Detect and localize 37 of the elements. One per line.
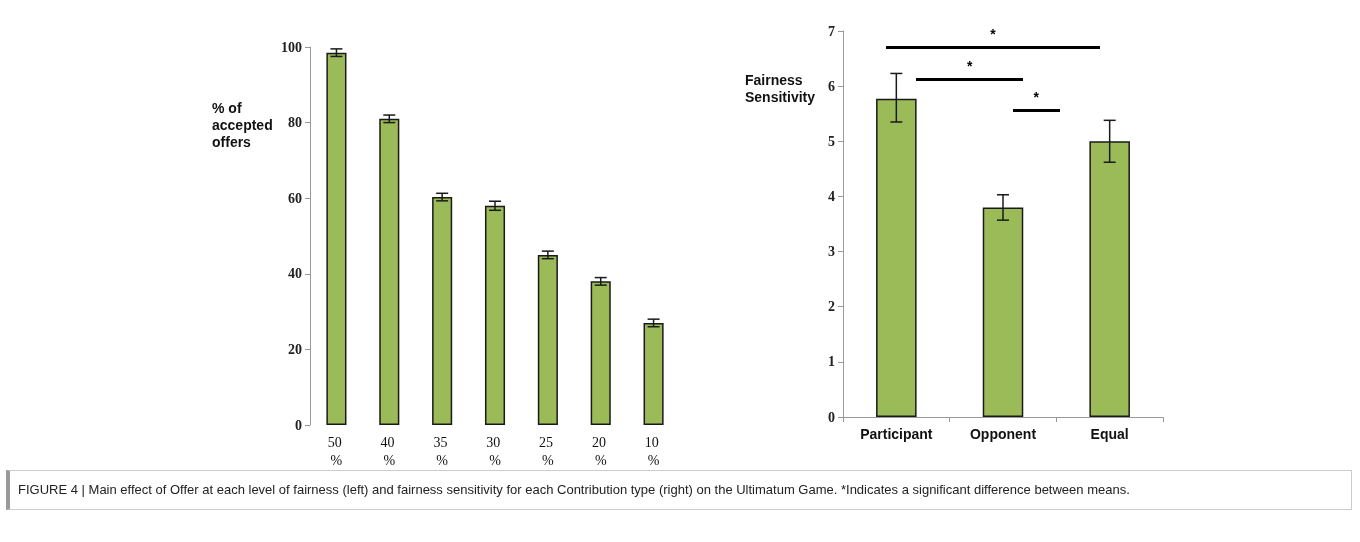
y-axis-title: % of accepted offers	[212, 100, 274, 151]
bar	[326, 52, 347, 425]
annotation: *	[1032, 89, 1041, 105]
y-tick-label: 60	[288, 190, 302, 206]
x-tick-label: 25 %	[539, 434, 557, 468]
y-tick-label: 1	[828, 354, 835, 370]
x-tick-label: 35 %	[433, 434, 451, 468]
bar	[432, 197, 453, 425]
x-tick-label: 40 %	[380, 434, 399, 468]
x-tick-label: 20 %	[591, 434, 610, 468]
y-axis-title: Fairness Sensitivity	[745, 72, 817, 106]
y-tick-label: 80	[288, 115, 302, 131]
annotation: *	[989, 26, 997, 42]
bar	[484, 205, 506, 425]
y-tick-label: 6	[828, 78, 835, 94]
y-tick-label: 40	[288, 266, 302, 282]
x-tick-label: 50 %	[327, 434, 346, 468]
y-tick-label: 0	[828, 409, 835, 425]
bar	[590, 281, 611, 425]
bar	[379, 118, 400, 425]
y-tick-label: 100	[281, 39, 302, 55]
annotation: *	[965, 58, 974, 74]
y-tick-label: 3	[828, 244, 835, 260]
y-tick-label: 0	[295, 417, 302, 433]
x-tick-label: Opponent	[969, 426, 1037, 442]
y-tick-label: 4	[828, 188, 835, 204]
y-tick-label: 5	[828, 133, 835, 149]
y-tick-label: 2	[828, 299, 835, 315]
x-tick-label: Participant	[860, 426, 933, 442]
y-tick-label: 20	[288, 341, 302, 357]
bar	[537, 254, 558, 425]
bar	[643, 322, 664, 425]
x-tick-label: Equal	[1090, 426, 1129, 442]
y-tick-label: 7	[828, 23, 835, 39]
x-tick-label: 30 %	[486, 434, 504, 468]
x-tick-label: 10 %	[644, 434, 663, 468]
caption: FIGURE 4 | Main effect of Offer at each level of fairness (left) and fairness sensitivity for each Contribution type (right) on the Ultimatum Game. *Indicates a significant difference between means.	[6, 470, 1352, 510]
